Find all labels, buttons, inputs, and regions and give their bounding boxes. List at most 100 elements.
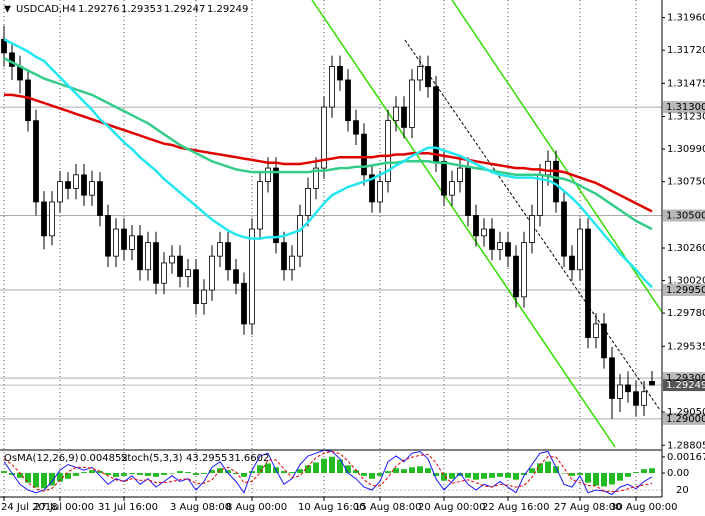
- candle-body: [33, 120, 39, 203]
- candle-body: [505, 242, 511, 257]
- osma-bar: [473, 473, 479, 480]
- osma-bar: [89, 470, 95, 474]
- y-tick-label: 1.30260: [667, 243, 705, 254]
- osma-bar: [369, 473, 375, 479]
- candle-body: [257, 181, 263, 230]
- menu-arrow[interactable]: ▼: [4, 5, 11, 15]
- osma-bar: [457, 473, 463, 476]
- candle-body: [409, 79, 415, 128]
- y-tick-label: 1.30750: [667, 177, 705, 188]
- candle-body: [113, 228, 119, 257]
- osma-bar: [649, 468, 655, 474]
- osma-bar: [49, 473, 55, 486]
- candle-body: [569, 255, 575, 271]
- osma-bar: [401, 469, 407, 474]
- candle-body: [345, 79, 351, 122]
- candle-body: [385, 120, 391, 183]
- panel-tick-label: 20: [676, 485, 689, 496]
- osma-name: OsMA(12,26,9): [4, 453, 79, 464]
- candle-body: [249, 228, 255, 325]
- osma-bar: [169, 473, 175, 474]
- osma-bar: [25, 473, 31, 483]
- close: 1.29249: [207, 4, 248, 15]
- osma-bar: [185, 472, 191, 474]
- level-label: 1.29300: [666, 373, 705, 384]
- osma-bar: [409, 467, 415, 474]
- osma-bar: [449, 473, 455, 479]
- osma-bar: [377, 473, 383, 476]
- y-tick-label: 1.31230: [667, 112, 705, 123]
- candle-body: [417, 66, 423, 81]
- osma-bar: [617, 473, 623, 481]
- x-tick-label: 8 Aug 00:00: [226, 502, 287, 513]
- high: 1.29353: [121, 4, 162, 15]
- level-label: 1.30500: [666, 211, 705, 222]
- price-box: [663, 379, 705, 392]
- trend-line: [311, 0, 616, 448]
- indicator-panel: [0, 449, 665, 496]
- osma-bar: [529, 468, 535, 474]
- candle-body: [529, 215, 535, 244]
- candle-body: [545, 160, 551, 176]
- osma-bar: [257, 465, 263, 474]
- osma-bar: [73, 473, 79, 476]
- candle-body: [153, 242, 159, 284]
- osma-bar: [321, 458, 327, 474]
- candle-body: [233, 269, 239, 284]
- y-tick-label: 1.30990: [667, 144, 705, 155]
- candle-body: [41, 201, 47, 237]
- candle-body: [481, 228, 487, 237]
- candle-body: [9, 52, 15, 67]
- osma-bar: [297, 469, 303, 474]
- price-label: 1.29249: [666, 380, 705, 391]
- candle-body: [641, 391, 647, 406]
- osma-bar: [113, 473, 119, 477]
- panel-tick-label: 0.00: [667, 468, 689, 479]
- osma-bar: [481, 473, 487, 479]
- candle-body: [193, 269, 199, 305]
- x-tick-label: 24 Jul 2018: [1, 502, 58, 513]
- stoch-signal-value: 31.6602: [228, 453, 269, 464]
- candle-body: [241, 282, 247, 325]
- candle-body: [281, 242, 287, 271]
- candle-body: [313, 167, 319, 189]
- candle-body: [497, 242, 503, 250]
- x-tick-label: 3 Aug 08:00: [170, 502, 231, 513]
- moving-average: [3, 38, 653, 289]
- osma-bar: [241, 473, 247, 477]
- osma-bar: [105, 473, 111, 475]
- candle-body: [225, 242, 231, 271]
- osma-bar: [233, 473, 239, 474]
- osma-bar: [385, 471, 391, 474]
- osma-bar: [569, 473, 575, 476]
- osma-bar: [433, 473, 439, 476]
- osma-bar: [281, 471, 287, 474]
- osma-bar: [137, 473, 143, 475]
- osma-bar: [81, 472, 87, 474]
- osma-bar: [625, 473, 631, 477]
- candle-body: [585, 228, 591, 338]
- level-label: 1.29950: [666, 285, 705, 296]
- osma-bar: [505, 473, 511, 478]
- y-tick-label: 1.28805: [667, 440, 705, 451]
- osma-bar: [65, 473, 71, 479]
- osma-bar: [289, 472, 295, 474]
- osma-bar: [17, 473, 23, 478]
- candle-body: [361, 133, 367, 176]
- stoch-main-value: 43.2955: [186, 453, 227, 464]
- candle-body: [217, 242, 223, 257]
- osma-bar: [537, 463, 543, 474]
- x-tick-label: 15 Aug 08:00: [354, 502, 421, 513]
- candle-body: [513, 255, 519, 298]
- osma-bar: [593, 473, 599, 486]
- osma-bar: [145, 473, 151, 476]
- candle-body: [337, 66, 343, 81]
- candle-body: [473, 215, 479, 237]
- low: 1.29247: [164, 4, 205, 15]
- osma-bar: [561, 473, 567, 474]
- osma-bar: [337, 459, 343, 474]
- osma-bar: [265, 463, 271, 474]
- candle-body: [25, 79, 31, 122]
- candle-body: [321, 106, 327, 169]
- y-tick-label: 1.30020: [667, 276, 705, 287]
